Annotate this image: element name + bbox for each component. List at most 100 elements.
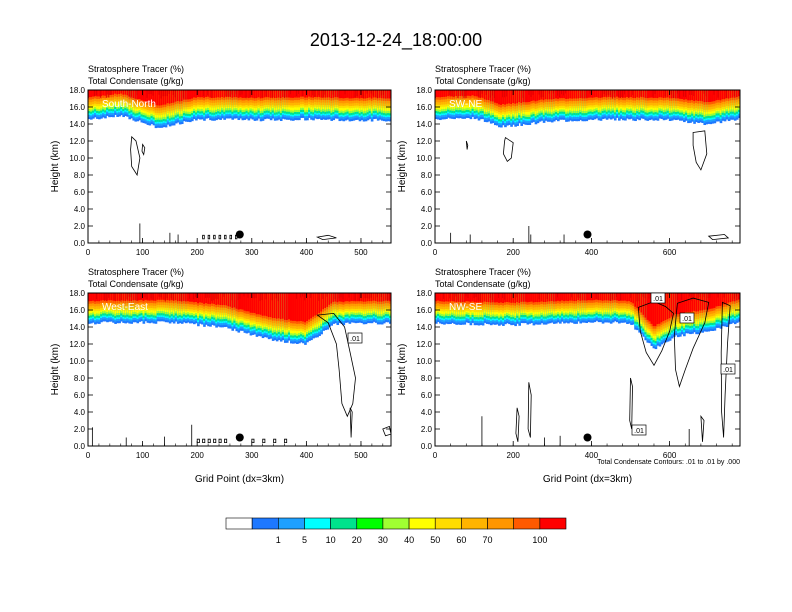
- contour-label: .01: [653, 296, 663, 303]
- section-label: SW-NE: [449, 99, 482, 110]
- contour-line: [515, 407, 520, 442]
- contour-line: [141, 143, 146, 156]
- plot-frame: [87, 292, 392, 447]
- y-tick-label: 6.0: [421, 188, 433, 197]
- contour-line: [207, 438, 211, 443]
- colorbar-label: 50: [430, 535, 440, 545]
- x-tick-label: 300: [245, 248, 259, 257]
- y-tick-label: 2.0: [74, 222, 86, 231]
- colorbar-label: 1: [276, 535, 281, 545]
- y-tick-label: 4.0: [74, 205, 86, 214]
- x-tick-label: 600: [663, 248, 677, 257]
- y-tick-label: 8.0: [421, 374, 433, 383]
- x-tick-label: 300: [245, 451, 259, 460]
- plot-frame: [434, 292, 741, 447]
- y-tick-label: 18.0: [69, 86, 85, 95]
- y-tick-label: 14.0: [416, 120, 432, 129]
- y-tick-label: 2.0: [421, 425, 433, 434]
- y-tick-label: 12.0: [416, 137, 432, 146]
- contour-line: [502, 136, 514, 163]
- plot-area: [435, 90, 740, 243]
- y-tick-label: 8.0: [421, 171, 433, 180]
- plot-frame: [434, 89, 741, 244]
- x-tick-label: 200: [191, 248, 205, 257]
- y-tick-label: 16.0: [416, 306, 432, 315]
- contour-line: [707, 234, 730, 241]
- contour-label: .01: [723, 367, 733, 374]
- contour-line: [382, 425, 391, 437]
- x-tick-label: 400: [300, 248, 314, 257]
- panel-nw-se: NW-SE Stratosphere Tracer (%) Total Conden…: [397, 267, 741, 485]
- location-marker: [235, 230, 244, 239]
- y-tick-label: 14.0: [416, 323, 432, 332]
- y-axis-label: Height (km): [50, 141, 61, 193]
- panel-title-condensate: Total Condensate (g/kg): [435, 76, 531, 86]
- y-tick-label: 0.0: [421, 239, 433, 248]
- y-tick-label: 18.0: [416, 289, 432, 298]
- colorbar-swatch: [251, 517, 279, 530]
- colorbar-swatch: [408, 517, 436, 530]
- plot-area: [88, 293, 391, 446]
- contour-line: [349, 407, 353, 438]
- panel-title-condensate: Total Condensate (g/kg): [435, 279, 531, 289]
- x-axis-label: Grid Point (dx=3km): [195, 474, 284, 485]
- colorbar-swatch: [382, 517, 410, 530]
- y-axis-label: Height (km): [50, 344, 61, 396]
- y-tick-label: 16.0: [69, 306, 85, 315]
- panel-title-condensate: Total Condensate (g/kg): [88, 76, 184, 86]
- plot-area: [88, 90, 391, 243]
- y-tick-label: 10.0: [69, 357, 85, 366]
- x-tick-label: 200: [507, 248, 521, 257]
- y-tick-label: 4.0: [74, 408, 86, 417]
- condensate-contours: [450, 130, 730, 243]
- y-axis-label: Height (km): [397, 344, 408, 396]
- y-tick-label: 0.0: [74, 239, 86, 248]
- condensate-contours: [481, 297, 731, 446]
- contour-label-box: [720, 363, 736, 375]
- contour-line: [130, 135, 141, 177]
- y-tick-label: 2.0: [421, 222, 433, 231]
- x-tick-label: 400: [585, 248, 599, 257]
- y-tick-label: 4.0: [421, 205, 433, 214]
- colorbar-label: 60: [456, 535, 466, 545]
- contour-line: [218, 438, 222, 443]
- condensate-contours: [91, 312, 391, 446]
- colorbar-swatch: [304, 517, 331, 530]
- contour-label-box: [347, 332, 363, 344]
- contour-label-box: [679, 312, 695, 324]
- x-tick-label: 400: [585, 451, 599, 460]
- panel-title-tracer: Stratosphere Tracer (%): [88, 267, 184, 277]
- contour-line: [202, 234, 205, 240]
- x-tick-label: 600: [663, 451, 677, 460]
- panel-title-tracer: Stratosphere Tracer (%): [88, 64, 184, 74]
- x-tick-label: 500: [354, 248, 368, 257]
- colorbar-label: 100: [532, 535, 547, 545]
- contour-note: Total Condensate Contours: .01 to .01 by…: [597, 459, 740, 466]
- contour-line: [224, 438, 228, 443]
- x-tick-label: 200: [191, 451, 205, 460]
- location-marker: [235, 433, 244, 442]
- x-tick-label: 200: [507, 451, 521, 460]
- y-tick-label: 8.0: [74, 374, 86, 383]
- y-tick-label: 8.0: [74, 171, 86, 180]
- y-tick-label: 6.0: [74, 188, 86, 197]
- contour-line: [465, 140, 469, 150]
- plot-frame: [87, 89, 392, 244]
- y-tick-label: 14.0: [69, 120, 85, 129]
- y-tick-label: 18.0: [416, 86, 432, 95]
- colorbar-swatch: [461, 517, 488, 530]
- y-axis-label: Height (km): [397, 141, 408, 193]
- plot-area: [435, 293, 740, 446]
- y-tick-label: 14.0: [69, 323, 85, 332]
- panel-title-condensate: Total Condensate (g/kg): [88, 279, 184, 289]
- y-tick-label: 2.0: [74, 425, 86, 434]
- colorbar-label: 70: [483, 535, 493, 545]
- colorbar-swatch: [539, 517, 567, 530]
- contour-label: .01: [634, 428, 644, 435]
- panel-south-north: South-North Stratosphere Tracer (%) Total …: [50, 64, 392, 257]
- contour-line: [273, 438, 277, 443]
- panel-sw-ne: SW-NE Stratosphere Tracer (%) Total Conden…: [397, 64, 741, 257]
- colorbar-label: 40: [404, 535, 414, 545]
- y-tick-label: 10.0: [69, 154, 85, 163]
